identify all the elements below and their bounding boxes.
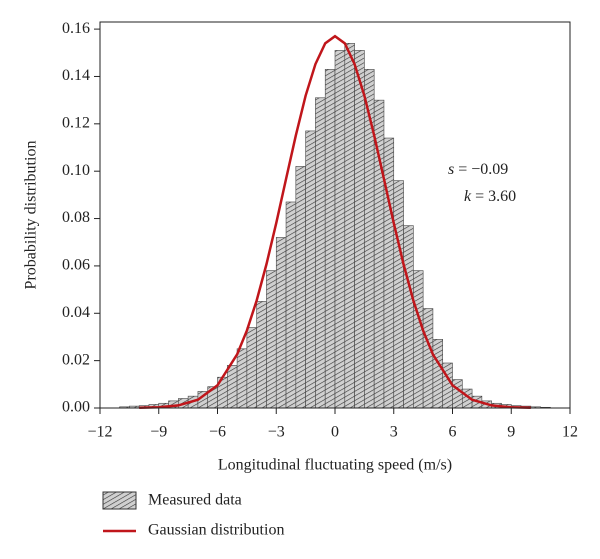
bar [344, 43, 355, 409]
bar [354, 50, 365, 409]
bar [285, 201, 297, 409]
annotation-text: = −0.09 [454, 161, 508, 178]
x-tick-label: −12 [87, 424, 112, 441]
y-axis-label: Probability distribution [23, 141, 40, 290]
bar [266, 270, 277, 409]
x-tick-label: −3 [268, 424, 285, 441]
bar [324, 69, 336, 409]
bar [246, 327, 257, 409]
gaussian-line [139, 34, 531, 410]
x-tick-label: 12 [562, 424, 578, 441]
x-tick-label: 9 [507, 424, 515, 441]
y-tick-label: 0.12 [62, 115, 90, 132]
annotation: s = −0.09 [448, 161, 508, 178]
y-tick-label: 0.14 [62, 67, 90, 84]
bar [393, 180, 404, 409]
x-tick-label: −9 [150, 424, 167, 441]
x-tick-label: 6 [449, 424, 457, 441]
legend-label: Measured data [148, 492, 242, 509]
y-tick-label: 0.06 [62, 257, 90, 274]
bar [315, 97, 326, 409]
annotation-text: = 3.60 [471, 188, 516, 205]
x-axis-label: Longitudinal fluctuating speed (m/s) [218, 457, 452, 474]
bar [383, 137, 395, 409]
legend-swatch [102, 491, 137, 510]
y-tick-label: 0.00 [62, 399, 90, 416]
bar [256, 301, 267, 409]
bar [275, 237, 287, 409]
annotation-symbol: k [464, 188, 472, 205]
y-tick-label: 0.10 [62, 162, 90, 179]
x-tick-label: 0 [331, 424, 339, 441]
y-tick-label: 0.16 [62, 20, 90, 37]
annotation-symbol: s [448, 161, 454, 178]
legend-label: Gaussian distribution [148, 522, 284, 539]
bar [452, 379, 463, 409]
y-tick-label: 0.08 [62, 209, 90, 226]
bar [236, 348, 248, 409]
bar [413, 270, 424, 409]
x-tick-label: 3 [390, 424, 398, 441]
bar [422, 308, 434, 409]
bar [442, 362, 453, 409]
bar [432, 339, 444, 409]
bar [403, 225, 414, 409]
bar [334, 50, 346, 409]
y-tick-label: 0.02 [62, 351, 90, 368]
annotation: k = 3.60 [464, 188, 516, 205]
bar [305, 130, 316, 409]
bar [295, 166, 306, 409]
plot-area [119, 34, 551, 410]
bar [226, 365, 238, 409]
x-tick-label: −6 [209, 424, 226, 441]
y-tick-label: 0.04 [62, 304, 90, 321]
